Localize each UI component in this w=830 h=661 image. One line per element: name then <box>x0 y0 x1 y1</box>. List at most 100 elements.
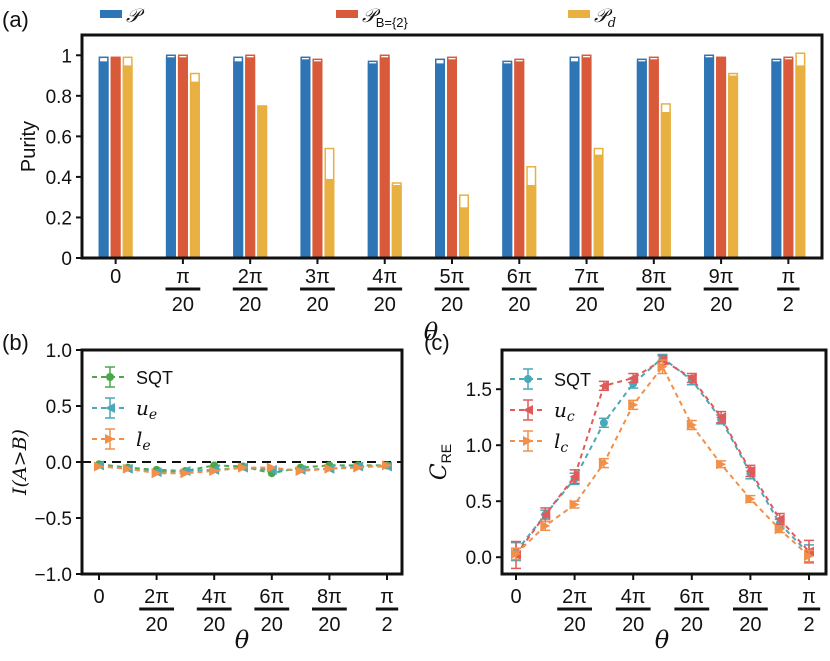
legend-a-label-2: 𝒫d <box>594 5 616 31</box>
legend-sub-c-2: c <box>560 440 568 456</box>
ylabel-c: CRE <box>427 444 454 480</box>
legend-marker-c-1 <box>523 405 533 415</box>
bar-2-5 <box>459 207 469 258</box>
xlabel-a: θ <box>424 318 439 346</box>
xtick-label-c-4-den: 20 <box>739 614 761 636</box>
xtick-label-a-2-den: 20 <box>239 294 261 316</box>
ytick-label-b-2: 0.0 <box>46 453 72 474</box>
ytick-label-c-1: 0.5 <box>466 492 492 513</box>
point-c-2-2 <box>569 499 580 510</box>
xtick-label-b-2-den: 20 <box>203 614 225 636</box>
point-c-2-1 <box>540 520 551 531</box>
bar-0-3 <box>300 59 311 259</box>
point-b-2-6 <box>266 462 277 473</box>
legend-a-label-0: 𝒫 <box>126 5 145 27</box>
bar-1-4 <box>379 57 390 258</box>
legend-label-c-0: SQT <box>554 370 591 390</box>
xtick-label-c-3-num: 6π <box>679 586 704 608</box>
ylabel-a: Purity <box>18 121 40 172</box>
point-b-2-10 <box>382 460 392 471</box>
bar-1-0 <box>110 57 121 258</box>
xtick-label-b-2-num: 4π <box>202 586 227 608</box>
bar-2-3 <box>324 178 335 258</box>
ytick-label-c-3: 1.5 <box>466 380 492 401</box>
point-b-2-0 <box>94 461 104 472</box>
legend-marker-c-2 <box>523 436 533 446</box>
xtick-label-c-0-num: 0 <box>510 586 521 608</box>
point-c-1-2 <box>569 471 580 482</box>
ytick-label-b-3: −0.5 <box>34 509 72 530</box>
xtick-label-a-9-den: 20 <box>710 294 732 316</box>
bar-2-2 <box>257 105 268 258</box>
point-b-2-5 <box>238 462 248 473</box>
point-c-1-1 <box>540 509 551 520</box>
bar-1-8 <box>648 59 659 259</box>
bar-2-9 <box>728 75 739 258</box>
point-b-2-9 <box>353 462 364 473</box>
bar-2-8 <box>660 112 671 258</box>
bar-1-3 <box>312 61 323 258</box>
xtick-label-c-5-num: π <box>802 586 816 608</box>
xtick-label-c-5-den: 2 <box>803 614 814 636</box>
bar-1-2 <box>245 57 256 258</box>
bar-2-7 <box>593 154 604 258</box>
legend-sub-c-1: c <box>567 409 575 425</box>
legend-a-label-1: 𝒫B={2} <box>362 5 409 30</box>
legend-label-b-2: le <box>136 427 151 454</box>
bar-0-8 <box>636 61 647 258</box>
chart-c: 0.0 0.5 1.0 1.5 0 2π 20 4π 20 6π 20 8π 20 π 2 θ SQT uc lc C… <box>427 348 828 654</box>
ytick-label-b-4: −1.0 <box>34 565 72 586</box>
xtick-label-c-2-den: 20 <box>622 614 644 636</box>
xtick-label-b-3-den: 20 <box>261 614 283 636</box>
xtick-label-c-1-num: 2π <box>562 586 587 608</box>
xtick-label-a-6-den: 20 <box>508 294 530 316</box>
bar-0-10 <box>771 61 782 258</box>
point-c-1-9 <box>774 514 785 525</box>
legend-a-swatch-2 <box>568 10 590 18</box>
bar-1-6 <box>514 61 525 258</box>
xtick-label-a-2-num: 2π <box>238 266 263 288</box>
xtick-label-a-7-den: 20 <box>575 294 597 316</box>
legend-label-b-0: SQT <box>136 368 173 388</box>
bar-1-5 <box>447 59 457 259</box>
bar-2-10 <box>795 65 806 258</box>
legend-marker-c-0 <box>524 375 532 383</box>
bar-1-7 <box>581 57 592 258</box>
xtick-label-b-5-den: 2 <box>381 614 392 636</box>
xtick-label-a-7-num: 7π <box>574 266 599 288</box>
xtick-label-b-5-num: π <box>380 586 394 608</box>
plot-frame-c <box>500 348 828 576</box>
bar-0-5 <box>435 63 445 258</box>
xtick-label-a-10-num: π <box>781 266 795 288</box>
point-c-2-3 <box>598 458 609 469</box>
ytick-label-a-2: 0.4 <box>46 168 73 189</box>
ytick-label-a-3: 0.6 <box>46 127 72 148</box>
legend-a-sub-2: d <box>608 16 616 31</box>
legend-sub-b-1: e <box>149 407 157 423</box>
ytick-label-a-5: 1 <box>61 46 72 67</box>
bar-2-4 <box>391 185 402 258</box>
panel-label-b: (b) <box>2 330 29 355</box>
series-line-c-2 <box>515 364 810 557</box>
xtick-label-b-4-num: 8π <box>317 586 342 608</box>
xtick-label-a-3-num: 3π <box>305 266 330 288</box>
xtick-label-b-4-den: 20 <box>318 614 340 636</box>
point-b-2-1 <box>122 463 133 474</box>
xtick-label-a-4-den: 20 <box>374 294 396 316</box>
point-c-2-0 <box>511 548 521 559</box>
point-b-2-2 <box>151 468 162 479</box>
legend-label-c-1: uc <box>554 398 575 425</box>
point-c-2-7 <box>716 459 727 470</box>
legend-label-b-1: ue <box>136 396 157 423</box>
point-c-2-10 <box>804 551 814 562</box>
xtick-label-a-8-num: 8π <box>641 266 666 288</box>
xtick-label-a-6-num: 6π <box>507 266 532 288</box>
bar-2-1 <box>189 81 200 258</box>
point-c-1-6 <box>686 373 697 383</box>
point-c-1-8 <box>745 465 756 476</box>
point-b-2-8 <box>324 463 335 474</box>
xtick-label-a-1-num: π <box>176 266 190 288</box>
bar-0-7 <box>569 61 580 258</box>
ytick-label-a-1: 0.2 <box>46 208 72 229</box>
point-b-2-4 <box>209 465 220 476</box>
